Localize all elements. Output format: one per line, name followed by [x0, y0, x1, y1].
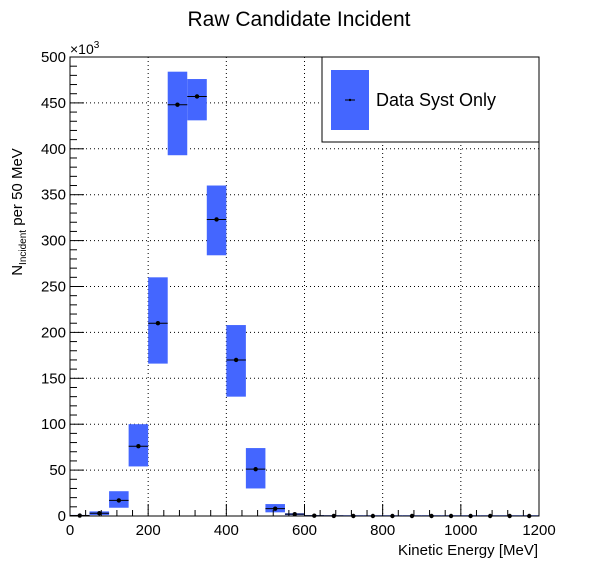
- y-axis-label: NIncident per 50 MeV: [9, 148, 29, 276]
- x-tick-label: 0: [66, 522, 74, 539]
- data-point: [194, 94, 200, 99]
- y-multiplier: ×103: [70, 40, 100, 57]
- data-point: [292, 511, 297, 517]
- y-tick-label: 200: [41, 324, 66, 341]
- data-point: [527, 513, 532, 519]
- data-point: [214, 217, 219, 222]
- x-tick-label: 1000: [444, 522, 477, 539]
- syst-box: [148, 277, 168, 364]
- y-tick-label: 100: [41, 416, 66, 433]
- y-tick-label: 50: [49, 462, 66, 479]
- data-point: [253, 466, 258, 472]
- legend-label: Data Syst Only: [376, 90, 496, 110]
- data-point: [272, 506, 278, 511]
- x-tick-label: 200: [136, 522, 161, 539]
- data-point: [331, 513, 337, 519]
- y-tick-label: 250: [41, 279, 66, 296]
- data-point: [175, 102, 180, 107]
- y-tick-label: 350: [41, 187, 66, 204]
- data-point: [351, 513, 356, 519]
- data-point: [155, 321, 161, 326]
- y-tick-label: 500: [41, 49, 66, 66]
- data-point: [136, 444, 141, 449]
- x-axis-label: Kinetic Energy [MeV]: [398, 542, 538, 559]
- legend-swatch-dot: [348, 98, 352, 102]
- y-tick-label: 0: [58, 508, 66, 525]
- axes: 0 200 400 600 800 1000 1200 0 50 100 150 200 250 300 3…: [41, 49, 556, 539]
- data-point: [390, 513, 395, 519]
- y-multiplier-base: ×10: [70, 41, 94, 57]
- syst-box: [187, 79, 207, 121]
- data-point: [370, 513, 376, 519]
- y-axis-label-sub: Incident: [18, 230, 29, 265]
- y-tick-label: 450: [41, 95, 66, 112]
- data-point: [312, 513, 317, 518]
- y-axis-label-main: N: [9, 265, 26, 276]
- y-tick-label: 300: [41, 233, 66, 250]
- chart-title: Raw Candidate Incident: [188, 8, 411, 31]
- data-point: [429, 513, 434, 519]
- data-point: [409, 513, 415, 519]
- y-tick-label: 150: [41, 370, 66, 387]
- data-point: [116, 498, 122, 503]
- data-point: [468, 513, 473, 519]
- syst-box: [167, 71, 188, 156]
- x-tick-label: 400: [214, 522, 239, 539]
- data-point: [507, 513, 512, 519]
- data-point: [448, 513, 454, 519]
- data-point: [487, 513, 493, 519]
- y-axis-label-rest: per 50 MeV: [9, 148, 26, 230]
- x-tick-label: 800: [370, 522, 395, 539]
- data-point: [233, 357, 239, 363]
- y-tick-label: 400: [41, 141, 66, 158]
- data-point: [97, 511, 102, 516]
- y-multiplier-exp: 3: [94, 40, 100, 51]
- x-tick-label: 600: [292, 522, 317, 539]
- x-tick-label: 1200: [522, 522, 555, 539]
- legend: Data Syst Only: [321, 56, 540, 143]
